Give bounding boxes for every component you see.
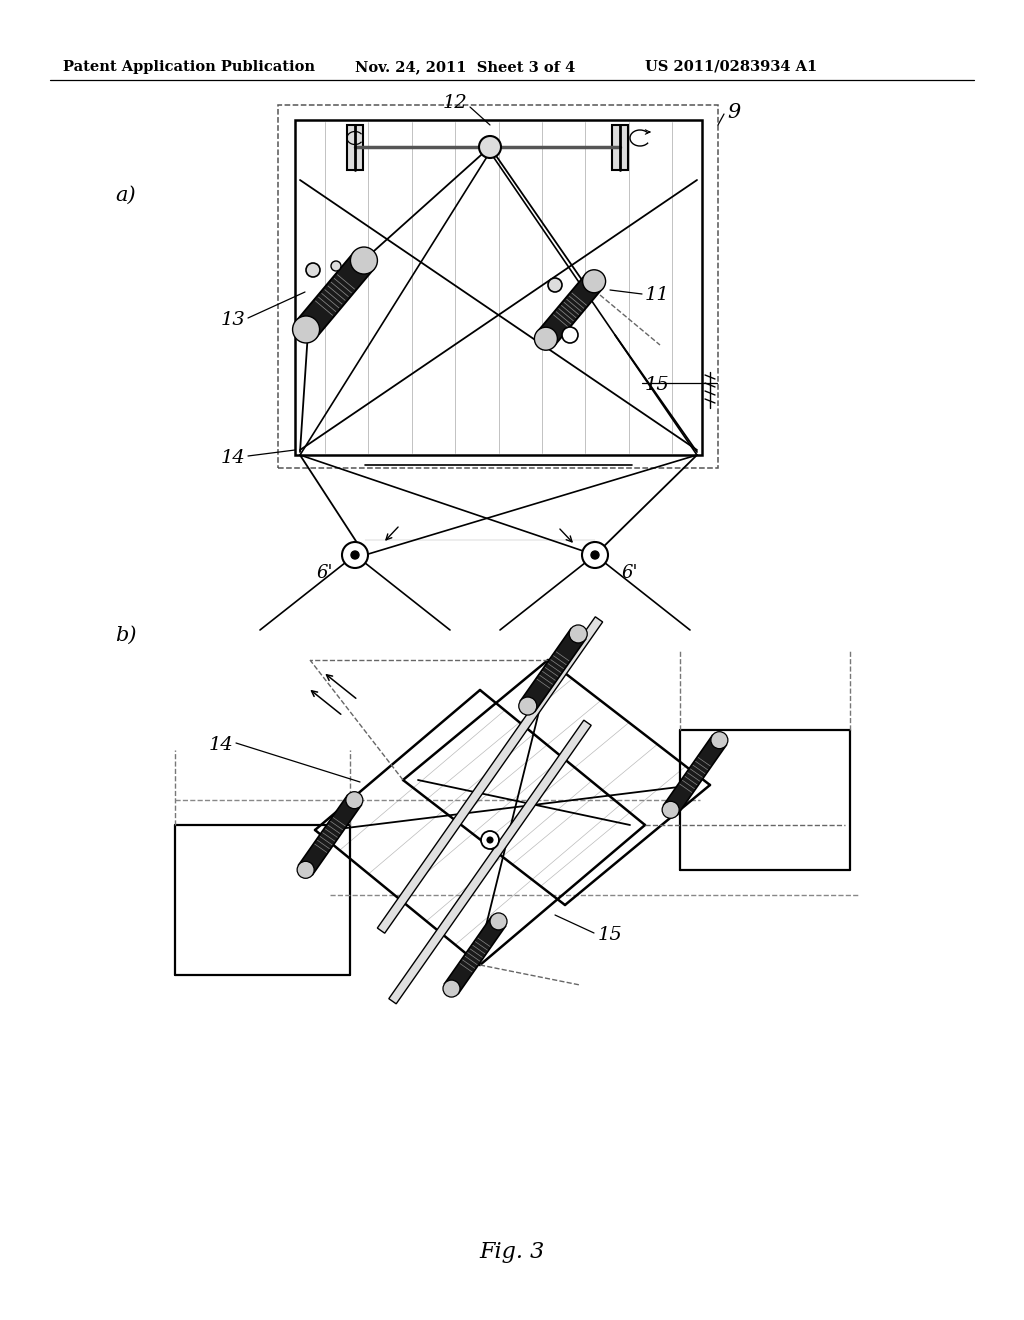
Circle shape xyxy=(562,327,578,343)
Text: Patent Application Publication: Patent Application Publication xyxy=(63,59,315,74)
Circle shape xyxy=(297,862,314,878)
Bar xyxy=(612,125,628,170)
Polygon shape xyxy=(389,721,591,1003)
Circle shape xyxy=(569,624,587,643)
Circle shape xyxy=(479,136,501,158)
Text: 14: 14 xyxy=(208,737,233,754)
Text: 13: 13 xyxy=(220,312,245,329)
Circle shape xyxy=(663,801,679,818)
Text: US 2011/0283934 A1: US 2011/0283934 A1 xyxy=(645,59,817,74)
Circle shape xyxy=(548,279,562,292)
Text: Nov. 24, 2011  Sheet 3 of 4: Nov. 24, 2011 Sheet 3 of 4 xyxy=(355,59,575,74)
Circle shape xyxy=(519,697,537,715)
Circle shape xyxy=(351,550,359,558)
Text: 6': 6' xyxy=(622,564,638,582)
Bar xyxy=(278,106,718,469)
Circle shape xyxy=(583,269,605,293)
Circle shape xyxy=(481,832,499,849)
Circle shape xyxy=(350,247,378,275)
Bar xyxy=(295,120,702,455)
Circle shape xyxy=(342,543,368,568)
Polygon shape xyxy=(538,275,602,346)
Text: 14: 14 xyxy=(220,449,245,467)
Circle shape xyxy=(535,327,557,350)
Text: a): a) xyxy=(115,186,135,205)
Circle shape xyxy=(487,837,493,843)
Text: 12: 12 xyxy=(442,94,467,112)
Text: 15: 15 xyxy=(598,927,623,944)
Circle shape xyxy=(582,543,608,568)
Circle shape xyxy=(331,261,341,271)
Polygon shape xyxy=(664,735,726,814)
Text: 15: 15 xyxy=(645,376,670,393)
Text: b): b) xyxy=(115,626,136,644)
Bar xyxy=(347,125,362,170)
Text: 11: 11 xyxy=(645,286,670,304)
Polygon shape xyxy=(299,796,361,875)
Circle shape xyxy=(346,792,362,809)
Text: Fig. 3: Fig. 3 xyxy=(479,1241,545,1263)
Text: 6': 6' xyxy=(316,564,333,582)
Polygon shape xyxy=(377,616,603,933)
Text: 9: 9 xyxy=(727,103,740,121)
Circle shape xyxy=(443,979,460,997)
Circle shape xyxy=(306,263,319,277)
Circle shape xyxy=(293,315,319,343)
Polygon shape xyxy=(296,252,374,338)
Polygon shape xyxy=(444,916,506,994)
Circle shape xyxy=(490,913,507,929)
Circle shape xyxy=(711,731,728,748)
Polygon shape xyxy=(520,628,586,711)
Circle shape xyxy=(591,550,599,558)
